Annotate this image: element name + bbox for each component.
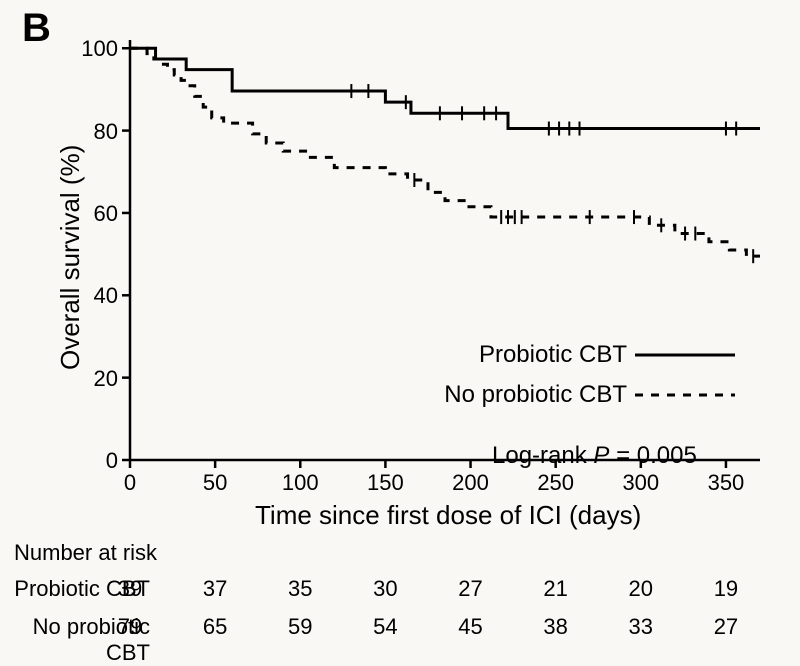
risk-cell: 45: [458, 614, 482, 640]
risk-cell: 33: [629, 614, 653, 640]
risk-cell: 79: [118, 614, 142, 640]
risk-cell: 39: [118, 576, 142, 602]
y-tick-label: 0: [106, 448, 118, 474]
risk-table-title: Number at risk: [14, 540, 157, 566]
y-tick-label: 60: [94, 201, 118, 227]
legend-entry: Probiotic CBT: [443, 341, 627, 369]
risk-cell: 27: [458, 576, 482, 602]
x-tick-label: 300: [621, 470, 661, 496]
risk-cell: 59: [288, 614, 312, 640]
x-tick-label: 250: [536, 470, 576, 496]
x-tick-label: 150: [365, 470, 405, 496]
risk-cell: 19: [714, 576, 738, 602]
x-axis-label: Time since first dose of ICI (days): [255, 500, 641, 531]
y-axis-label: Overall survival (%): [55, 145, 86, 370]
risk-cell: 30: [373, 576, 397, 602]
y-tick-label: 40: [94, 283, 118, 309]
risk-cell: 27: [714, 614, 738, 640]
risk-cell: 37: [203, 576, 227, 602]
risk-cell: 65: [203, 614, 227, 640]
y-tick-label: 20: [94, 366, 118, 392]
risk-cell: 21: [543, 576, 567, 602]
y-tick-label: 100: [81, 36, 118, 62]
y-tick-label: 80: [94, 119, 118, 145]
x-tick-label: 350: [706, 470, 746, 496]
risk-cell: 38: [543, 614, 567, 640]
risk-cell: 54: [373, 614, 397, 640]
x-tick-label: 100: [280, 470, 320, 496]
risk-cell: 20: [629, 576, 653, 602]
logrank-text: Log-rank P = 0.005: [492, 442, 697, 470]
risk-cell: 35: [288, 576, 312, 602]
km-curve-1: [130, 48, 760, 256]
legend-entry: No probiotic CBT: [443, 381, 627, 409]
x-tick-label: 200: [451, 470, 491, 496]
x-tick-label: 50: [195, 470, 235, 496]
